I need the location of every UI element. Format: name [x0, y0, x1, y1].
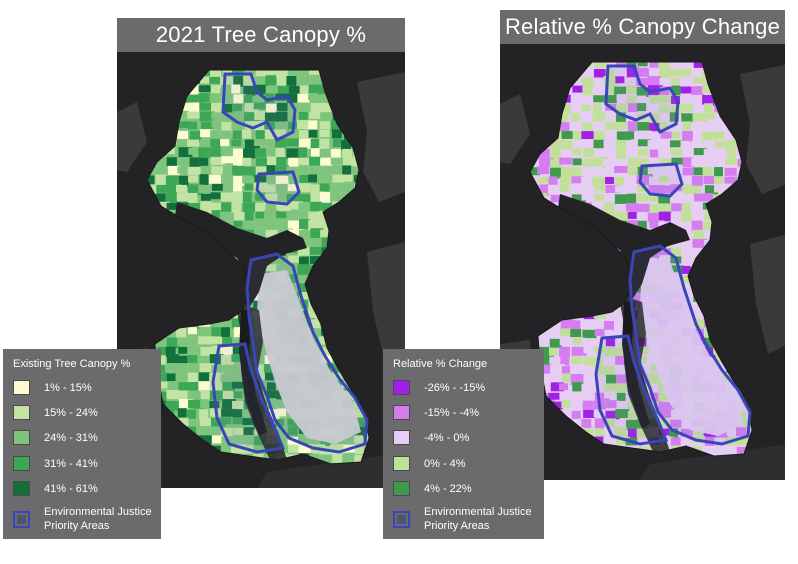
legend-item: -4% - 0% — [393, 430, 469, 445]
legend-item: 4% - 22% — [393, 481, 472, 496]
legend-swatch — [13, 430, 30, 445]
legend-swatch — [393, 380, 410, 395]
ej-priority-area[interactable] — [628, 244, 752, 446]
legend-item: 24% - 31% — [13, 430, 98, 445]
map-title: 2021 Tree Canopy % — [117, 18, 405, 52]
ej-priority-area[interactable] — [211, 342, 286, 454]
legend-swatch — [13, 456, 30, 471]
legend-title: Existing Tree Canopy % — [13, 358, 131, 370]
legend-label: 1% - 15% — [44, 381, 92, 394]
legend-swatch — [393, 456, 410, 471]
legend-swatch — [13, 380, 30, 395]
ej-label-line2: Priority Areas — [44, 520, 110, 532]
legend-label: -15% - -4% — [424, 406, 480, 419]
tree-canopy-map[interactable] — [117, 52, 405, 488]
legend-label: 15% - 24% — [44, 406, 98, 419]
map-title: Relative % Canopy Change — [500, 10, 785, 44]
legend-label: Environmental Justice Priority Areas — [44, 505, 152, 533]
canopy-change-legend: Relative % Change -26% - -15% -15% - -4%… — [383, 349, 544, 539]
legend-swatch — [393, 430, 410, 445]
ej-priority-area-swatch — [393, 510, 410, 528]
legend-label: 31% - 41% — [44, 457, 98, 470]
ej-priority-area[interactable] — [245, 252, 369, 454]
ej-priority-area[interactable] — [604, 64, 680, 134]
legend-item: -15% - -4% — [393, 405, 479, 420]
legend-label: -4% - 0% — [424, 431, 470, 444]
legend-item: 1% - 15% — [13, 380, 92, 395]
legend-swatch — [393, 405, 410, 420]
ej-priority-area[interactable] — [638, 162, 684, 198]
legend-item: 0% - 4% — [393, 456, 466, 471]
legend-swatch — [13, 481, 30, 496]
legend-item: 31% - 41% — [13, 456, 98, 471]
legend-item: -26% - -15% — [393, 380, 485, 395]
legend-item: 15% - 24% — [13, 405, 98, 420]
legend-swatch — [13, 405, 30, 420]
legend-item-ej: Environmental Justice Priority Areas — [393, 505, 532, 533]
legend-label: 4% - 22% — [424, 482, 472, 495]
legend-label: Environmental Justice Priority Areas — [424, 505, 532, 533]
ej-label-line1: Environmental Justice — [44, 506, 152, 518]
ej-priority-area[interactable] — [594, 334, 669, 446]
legend-item-ej: Environmental Justice Priority Areas — [13, 505, 152, 533]
legend-label: 0% - 4% — [424, 457, 466, 470]
legend-title: Relative % Change — [393, 358, 488, 370]
legend-item: 41% - 61% — [13, 481, 98, 496]
legend-swatch — [393, 481, 410, 496]
ej-label-line2: Priority Areas — [424, 520, 490, 532]
canopy-map-panel: 2021 Tree Canopy % — [117, 18, 405, 488]
ej-priority-area-swatch — [13, 510, 30, 528]
ej-priority-area[interactable] — [255, 170, 301, 206]
legend-label: 41% - 61% — [44, 482, 98, 495]
legend-label: 24% - 31% — [44, 431, 98, 444]
ej-label-line1: Environmental Justice — [424, 506, 532, 518]
legend-label: -26% - -15% — [424, 381, 486, 394]
canopy-legend: Existing Tree Canopy % 1% - 15% 15% - 24… — [3, 349, 161, 539]
ej-priority-area[interactable] — [221, 72, 297, 142]
